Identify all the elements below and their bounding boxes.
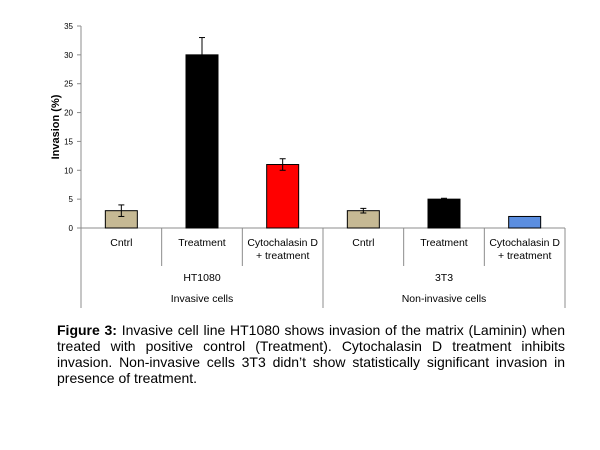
bar-chart: 0 5 10 15 20 25 30 35 Invasion (%) Cntrl Treatment… bbox=[50, 22, 566, 308]
bar bbox=[508, 215, 542, 229]
y-tick-label: 0 bbox=[69, 224, 74, 233]
caption-text: Invasive cell line HT1080 shows invasion… bbox=[57, 322, 565, 386]
y-tick-label: 35 bbox=[64, 22, 73, 31]
category-label: Cytochalasin D + treatment bbox=[247, 237, 318, 262]
bar bbox=[427, 198, 461, 229]
cell-type-label: Invasive cells bbox=[171, 293, 233, 305]
y-tick-label: 5 bbox=[69, 195, 74, 204]
y-tick-label: 30 bbox=[64, 51, 73, 60]
category-label: Treatment bbox=[178, 237, 226, 249]
group-label: HT1080 bbox=[183, 272, 221, 284]
bar bbox=[185, 54, 219, 229]
y-tick-label: 20 bbox=[64, 109, 73, 118]
category-label: Cytochalasin D + treatment bbox=[489, 237, 560, 262]
y-axis-label: Invasion (%) bbox=[50, 94, 62, 159]
y-tick-label: 15 bbox=[64, 137, 73, 146]
cell-type-label: Non-invasive cells bbox=[402, 293, 487, 305]
group-label: 3T3 bbox=[435, 272, 453, 284]
figure-caption: Figure 3: Invasive cell line HT1080 show… bbox=[57, 322, 565, 386]
bar bbox=[266, 164, 300, 229]
category-label: Treatment bbox=[420, 237, 468, 249]
caption-label: Figure 3: bbox=[57, 322, 117, 338]
y-tick-label: 10 bbox=[64, 166, 73, 175]
category-label: Cntrl bbox=[352, 237, 374, 249]
category-label: Cntrl bbox=[110, 237, 132, 249]
y-tick-label: 25 bbox=[64, 80, 73, 89]
